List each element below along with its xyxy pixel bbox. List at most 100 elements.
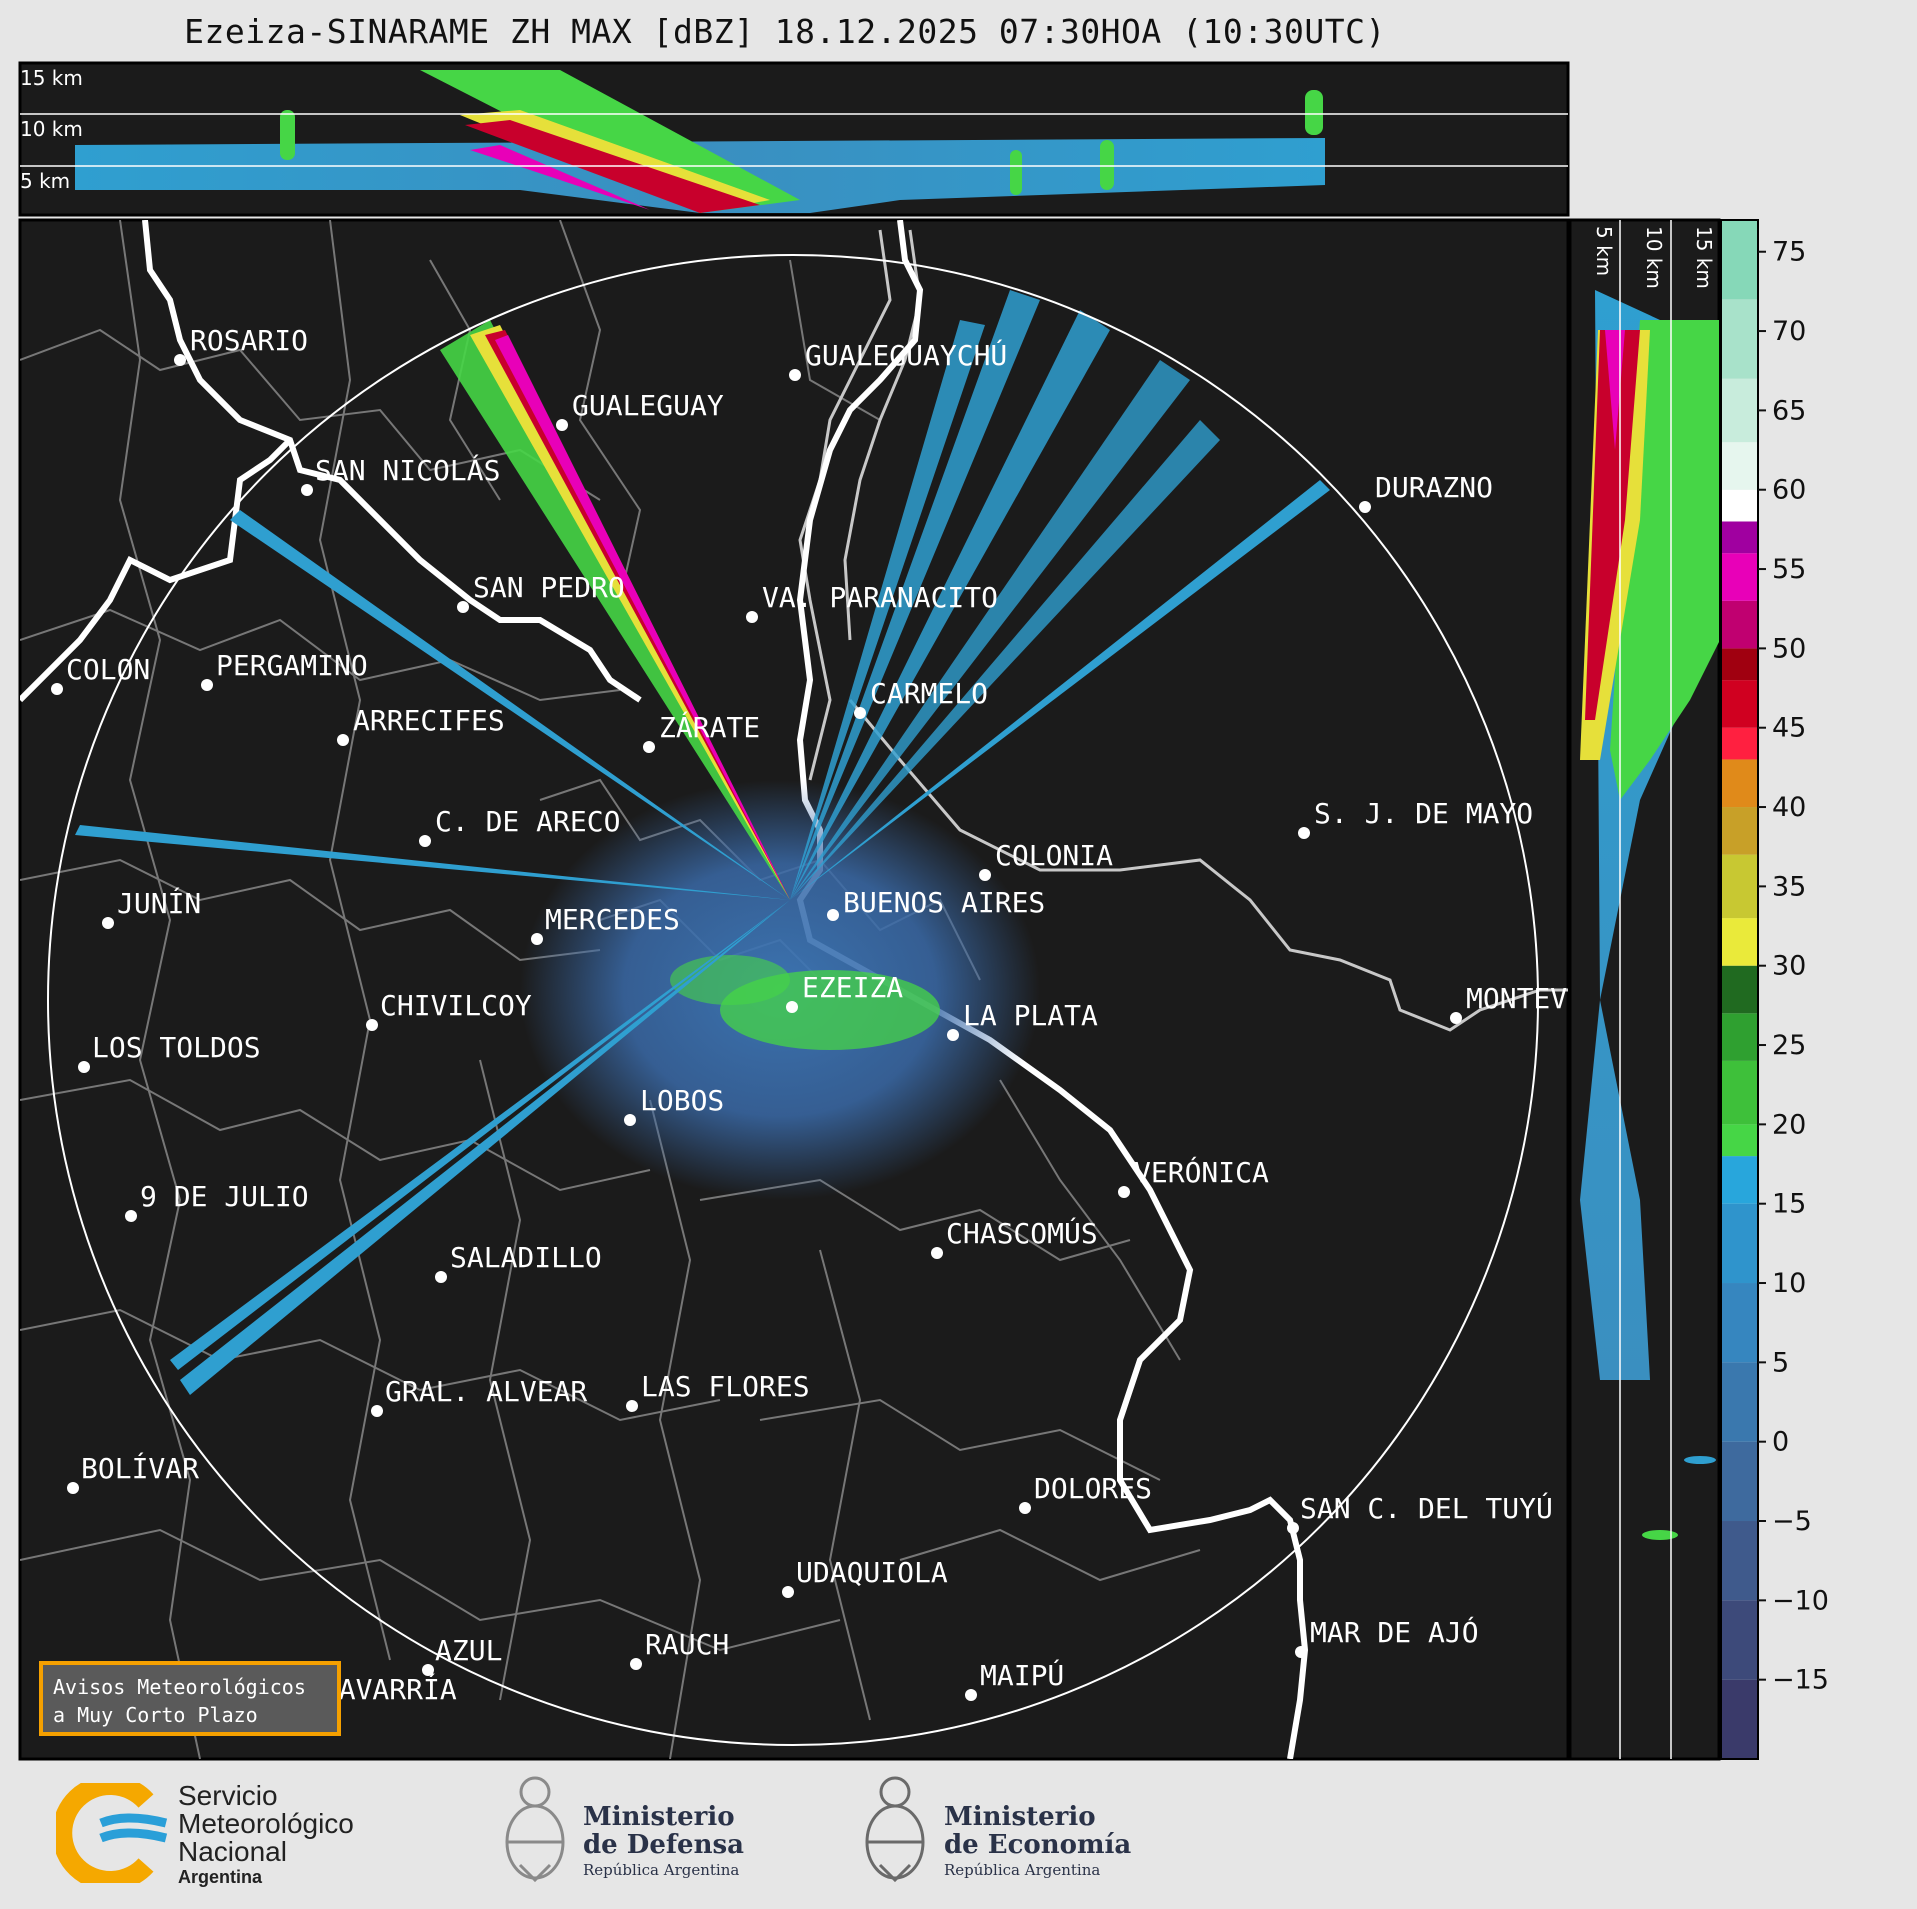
city-label: UDAQUIOLA xyxy=(796,1556,948,1589)
city-label: JUNÍN xyxy=(117,886,201,920)
defensa-line2: de Defensa xyxy=(583,1830,744,1860)
colorbar-tick-label: −5 xyxy=(1772,1506,1812,1537)
city-label: S. J. DE MAYO xyxy=(1314,797,1533,830)
city-label: CARMELO xyxy=(870,677,988,710)
side-label-15km: 15 km xyxy=(1692,226,1716,289)
city-label: SAN PEDRO xyxy=(473,571,625,604)
radar-map: ROSARIO GUALEGUAYCHÚ GUALEGUAY SAN NICOL… xyxy=(18,218,1570,1761)
city-label: LAS FLORES xyxy=(641,1370,810,1403)
smn-logo-icon xyxy=(56,1783,168,1883)
city-label: PERGAMINO xyxy=(216,649,368,682)
colorbar-swatch xyxy=(1721,1600,1758,1680)
city-label: CHIVILCOY xyxy=(380,989,532,1022)
colorbar-swatch xyxy=(1721,1521,1758,1601)
city-label: VA. PARANACITO xyxy=(762,581,998,614)
city-label: LA PLATA xyxy=(963,999,1098,1032)
colorbar-tick-label: 75 xyxy=(1772,237,1806,268)
borders xyxy=(20,220,1309,1759)
coat-of-arms-icon xyxy=(865,1776,925,1883)
city-label: ROSARIO xyxy=(190,324,308,357)
colorbar-swatch xyxy=(1721,1362,1758,1442)
colorbar-swatch xyxy=(1721,1156,1758,1204)
top-label-15km: 15 km xyxy=(20,66,83,90)
city-label: BOLÍVAR xyxy=(81,1451,199,1485)
city-label: SAN C. DEL TUYÚ xyxy=(1300,1491,1553,1525)
colorbar-swatch xyxy=(1721,648,1758,681)
city-label: C. DE ARECO xyxy=(435,805,620,838)
defensa-line3: República Argentina xyxy=(583,1861,740,1879)
range-ring xyxy=(47,254,1539,1746)
economia-line2: de Economía xyxy=(944,1830,1132,1860)
side-label-10km: 10 km xyxy=(1642,226,1666,289)
colorbar-swatches xyxy=(1721,220,1758,1759)
city-label: VERÓNICA xyxy=(1134,1155,1269,1189)
colorbar-swatch xyxy=(1721,378,1758,443)
city-label: AZUL xyxy=(435,1634,502,1667)
city-label: DURAZNO xyxy=(1375,471,1493,504)
colorbar-swatch xyxy=(1721,727,1758,760)
colorbar-swatch xyxy=(1721,854,1758,919)
smn-line1: Servicio xyxy=(178,1780,278,1811)
colorbar-swatch xyxy=(1721,918,1758,966)
page-title: Ezeiza-SINARAME ZH MAX [dBZ] 18.12.2025 … xyxy=(184,12,1386,51)
colorbar-swatch xyxy=(1721,807,1758,855)
colorbar-tick-label: 65 xyxy=(1772,395,1806,426)
colorbar-swatch xyxy=(1721,220,1758,300)
colorbar-tick-label: 30 xyxy=(1772,951,1806,982)
city-label: BUENOS AIRES xyxy=(843,886,1045,919)
colorbar-swatch xyxy=(1721,1441,1758,1522)
city-label: CHASCOMÚS xyxy=(946,1216,1098,1250)
side-cross-section-panel: 5 km 10 km 15 km xyxy=(1568,218,1721,1761)
city-label: MAIPÚ xyxy=(980,1658,1064,1692)
colorbar-swatch xyxy=(1721,1679,1758,1759)
colorbar-tick-label: 35 xyxy=(1772,871,1806,902)
colorbar-swatch xyxy=(1721,600,1758,649)
smn-logo-text: Servicio Meteorológico Nacional Argentin… xyxy=(178,1782,354,1888)
economia-line1: Ministerio xyxy=(944,1802,1096,1832)
city-label: ZÁRATE xyxy=(659,710,760,744)
colorbar-swatch xyxy=(1721,1124,1758,1157)
colorbar-tick-label: 10 xyxy=(1772,1268,1806,1299)
colorbar-tick-label: −15 xyxy=(1772,1665,1829,1696)
city-label: COLONIA xyxy=(995,839,1113,872)
city-label: RAUCH xyxy=(645,1628,729,1661)
top-cross-section-panel: 15 km 10 km 5 km xyxy=(18,61,1570,217)
smn-line3: Nacional xyxy=(178,1836,287,1867)
avisos-button[interactable]: Avisos Meteorológicos a Muy Corto Plazo xyxy=(39,1661,341,1736)
colorbar-swatch xyxy=(1721,680,1758,728)
top-label-10km: 10 km xyxy=(20,117,83,141)
city-label: GRAL. ALVEAR xyxy=(385,1375,587,1408)
smn-line2: Meteorológico xyxy=(178,1808,354,1839)
city-label: MAR DE AJÓ xyxy=(1310,1615,1479,1649)
avisos-line2: a Muy Corto Plazo xyxy=(53,1703,258,1727)
colorbar-swatch xyxy=(1721,299,1758,379)
colorbar-tick-label: 20 xyxy=(1772,1109,1806,1140)
city-label: ARRECIFES xyxy=(353,704,505,737)
colorbar-swatch xyxy=(1721,1013,1758,1061)
radar-spokes xyxy=(75,290,1330,1395)
colorbar-tick-label: 50 xyxy=(1772,633,1806,664)
colorbar-tick-label: 60 xyxy=(1772,475,1806,506)
colorbar-swatch xyxy=(1721,759,1758,808)
economia-logo-text: Ministerio de Economía República Argenti… xyxy=(944,1803,1131,1881)
colorbar-tick-label: 55 xyxy=(1772,554,1806,585)
colorbar-swatch xyxy=(1721,442,1758,490)
defensa-line1: Ministerio xyxy=(583,1802,735,1832)
colorbar-swatch xyxy=(1721,965,1758,1014)
defensa-logo-text: Ministerio de Defensa República Argentin… xyxy=(583,1803,744,1881)
city-label: SALADILLO xyxy=(450,1241,602,1274)
coat-of-arms-icon xyxy=(505,1776,565,1883)
colorbar-tick-label: 5 xyxy=(1772,1347,1789,1378)
city-label: 9 DE JULIO xyxy=(140,1180,309,1213)
city-label: GUALEGUAY xyxy=(572,389,724,422)
colorbar-tick-label: 25 xyxy=(1772,1030,1806,1061)
economia-line3: República Argentina xyxy=(944,1861,1101,1879)
colorbar-tick-label: 70 xyxy=(1772,316,1806,347)
colorbar-swatch xyxy=(1721,489,1758,522)
city-label: GUALEGUAYCHÚ xyxy=(805,338,1007,372)
colorbar-tick-label: 0 xyxy=(1772,1427,1789,1458)
colorbar-tick-label: −10 xyxy=(1772,1585,1829,1616)
